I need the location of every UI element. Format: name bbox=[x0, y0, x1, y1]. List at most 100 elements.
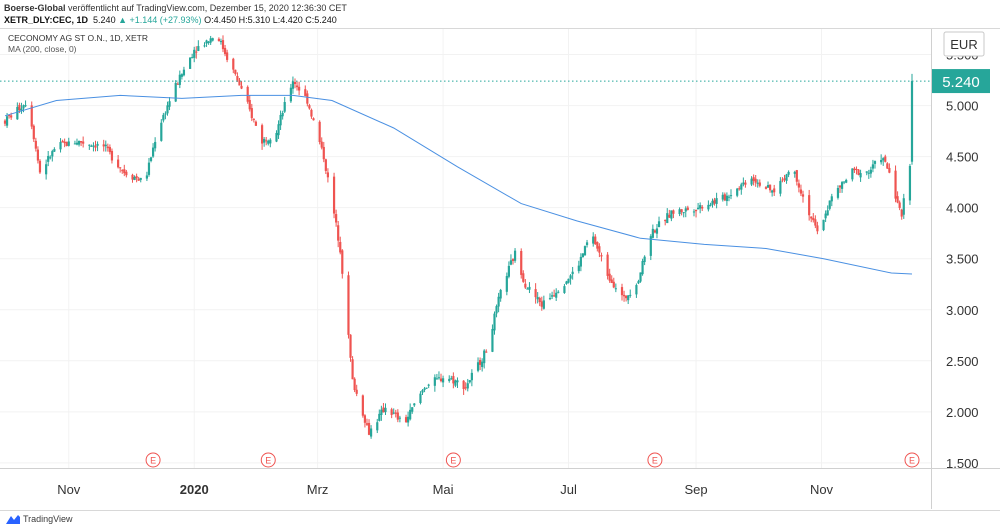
candle bbox=[470, 372, 473, 381]
candle bbox=[577, 265, 580, 272]
candle bbox=[162, 114, 165, 121]
candle bbox=[542, 300, 545, 309]
candle bbox=[312, 118, 315, 121]
y-tick-label: 5.000 bbox=[946, 99, 979, 114]
candle bbox=[291, 81, 295, 89]
candle bbox=[160, 122, 163, 141]
time-axis[interactable]: Nov 2020 Mrz Mai Jul Sep Nov bbox=[57, 482, 833, 497]
candle bbox=[468, 380, 471, 383]
candle bbox=[59, 142, 62, 150]
candle bbox=[197, 46, 200, 51]
candle bbox=[427, 384, 430, 386]
candle bbox=[260, 125, 264, 144]
candle bbox=[298, 86, 301, 91]
candle bbox=[507, 265, 510, 277]
candle bbox=[269, 139, 272, 144]
candle bbox=[238, 80, 241, 86]
candle bbox=[289, 87, 292, 102]
currency-box[interactable] bbox=[943, 31, 985, 57]
candle bbox=[801, 194, 805, 197]
candle bbox=[476, 362, 480, 371]
candle bbox=[670, 210, 673, 219]
candle bbox=[711, 200, 714, 205]
candle bbox=[104, 144, 107, 147]
candle bbox=[49, 157, 52, 159]
candle bbox=[629, 294, 632, 296]
candle bbox=[110, 150, 114, 161]
candle bbox=[174, 82, 177, 102]
candle bbox=[653, 230, 657, 233]
candle bbox=[793, 171, 796, 174]
candle-last bbox=[910, 81, 914, 162]
candle bbox=[180, 74, 183, 77]
last-price-label: 5.240 bbox=[942, 74, 980, 91]
earnings-marker bbox=[445, 452, 461, 468]
candle bbox=[622, 294, 626, 297]
candle bbox=[799, 189, 803, 194]
candle bbox=[404, 417, 408, 423]
candle bbox=[466, 383, 469, 389]
candle bbox=[151, 147, 155, 157]
candle bbox=[709, 204, 712, 206]
candle bbox=[896, 196, 899, 203]
candle bbox=[565, 281, 568, 284]
x-tick-label: Jul bbox=[560, 482, 577, 497]
candle bbox=[880, 159, 883, 163]
candle bbox=[437, 377, 441, 379]
candle bbox=[756, 182, 759, 184]
candle bbox=[205, 40, 208, 44]
candle bbox=[355, 389, 358, 394]
candle bbox=[843, 181, 846, 183]
gridlines bbox=[0, 29, 931, 468]
candle bbox=[108, 147, 111, 153]
legend-ma: MA (200, close, 0) bbox=[8, 44, 77, 54]
candle bbox=[433, 377, 436, 386]
candle bbox=[729, 195, 733, 197]
candle bbox=[324, 159, 327, 171]
tradingview-logo[interactable]: TradingView bbox=[6, 514, 73, 524]
moving-average-layer bbox=[4, 94, 913, 275]
candle bbox=[723, 194, 726, 201]
candle bbox=[721, 194, 724, 200]
candle bbox=[736, 188, 739, 196]
candle bbox=[771, 190, 774, 193]
candle bbox=[335, 214, 338, 223]
candle bbox=[598, 246, 601, 253]
candle bbox=[684, 208, 687, 212]
open-label: O: bbox=[204, 15, 214, 25]
candle bbox=[555, 292, 558, 298]
candle bbox=[585, 242, 589, 246]
candle bbox=[680, 209, 683, 213]
candle bbox=[223, 47, 227, 55]
candle bbox=[740, 184, 743, 190]
candle bbox=[744, 182, 747, 185]
open-value: 4.450 bbox=[213, 15, 237, 25]
candle bbox=[627, 295, 630, 301]
ma-line bbox=[4, 94, 913, 275]
candle bbox=[884, 156, 887, 162]
candle bbox=[664, 219, 667, 222]
candle bbox=[320, 141, 323, 148]
candle bbox=[96, 143, 99, 146]
candle bbox=[166, 105, 169, 114]
candle bbox=[871, 164, 875, 169]
publisher-line: Boerse-Global veröffentlicht auf Trading… bbox=[4, 3, 347, 13]
candle bbox=[73, 143, 77, 145]
candle bbox=[182, 69, 186, 76]
candle bbox=[882, 158, 885, 161]
candle bbox=[295, 85, 299, 88]
candle bbox=[540, 301, 543, 307]
candle bbox=[390, 409, 393, 415]
candle bbox=[499, 289, 502, 299]
close-label: C: bbox=[305, 15, 315, 25]
candle bbox=[855, 169, 858, 171]
last-price-layer: 5.240 bbox=[0, 69, 990, 94]
candle bbox=[651, 228, 654, 238]
candle bbox=[10, 115, 13, 118]
candle bbox=[51, 151, 54, 157]
price-axis[interactable]: 1.500 2.000 2.500 3.000 3.500 4.000 4.500 5.000… bbox=[946, 48, 979, 471]
candle bbox=[454, 380, 457, 386]
candle bbox=[326, 172, 330, 178]
